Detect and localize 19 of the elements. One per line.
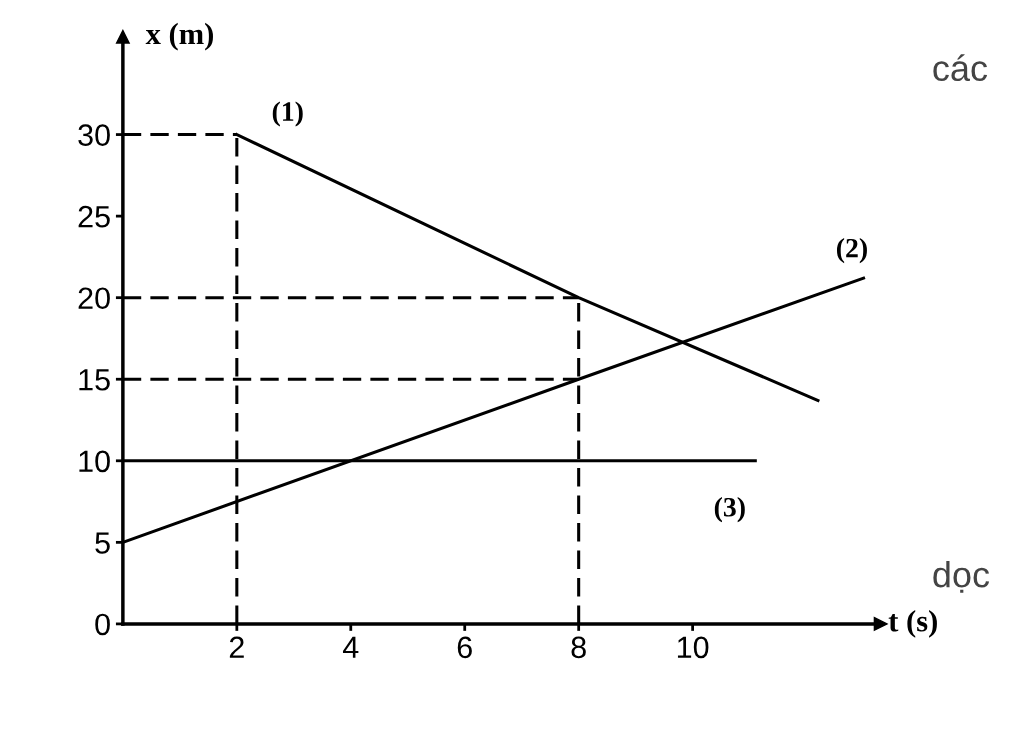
y-tick-label: 5 — [95, 532, 110, 554]
text: dọc — [933, 561, 990, 593]
x-axis-title: t (s) — [888, 610, 937, 638]
y-tick-label: 20 — [78, 287, 110, 310]
y-tick-label: 10 — [79, 450, 110, 473]
y-axis-title: x (m) — [145, 22, 213, 51]
x-tick-label: 10 — [677, 636, 709, 659]
text: các — [933, 54, 988, 82]
x-tick-label: 4 — [342, 636, 359, 658]
y-tick-label: 25 — [78, 205, 110, 228]
x-tick-label: 6 — [457, 636, 472, 659]
series-label: (3) — [714, 497, 745, 523]
y-tick-label: 0 — [95, 613, 110, 636]
x-tick-label: 2 — [229, 636, 244, 658]
series-label: (2) — [836, 238, 867, 264]
x-tick-label: 8 — [571, 636, 586, 659]
y-tick-label: 30 — [78, 124, 110, 146]
series-label: (1) — [272, 101, 303, 127]
y-tick-label: 15 — [79, 369, 110, 391]
